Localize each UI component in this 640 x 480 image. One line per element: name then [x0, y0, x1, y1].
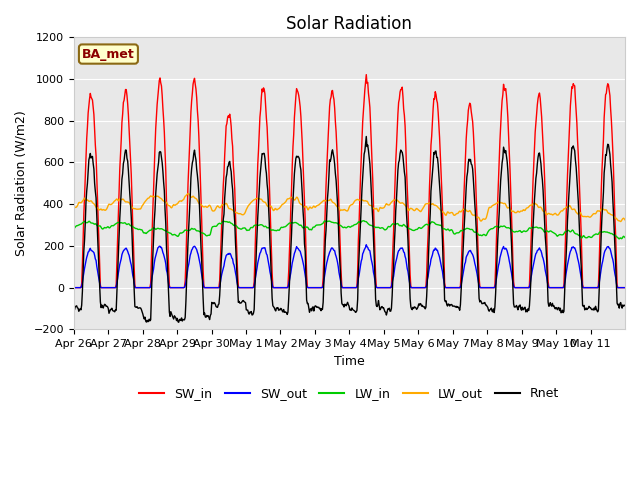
- LW_out: [285, 196, 292, 202]
- Y-axis label: Solar Radiation (W/m2): Solar Radiation (W/m2): [15, 110, 28, 256]
- LW_in: [407, 227, 415, 232]
- SW_in: [263, 124, 271, 130]
- LW_in: [263, 225, 271, 231]
- SW_in: [236, 285, 244, 290]
- SW_out: [263, 252, 271, 258]
- LW_in: [616, 236, 623, 242]
- LW_in: [236, 226, 244, 231]
- SW_out: [284, 285, 292, 290]
- LW_in: [134, 227, 142, 232]
- LW_out: [407, 205, 415, 211]
- SW_in: [362, 72, 370, 77]
- SW_in: [284, 283, 292, 289]
- Rnet: [362, 133, 370, 139]
- Title: Solar Radiation: Solar Radiation: [287, 15, 412, 33]
- Line: SW_in: SW_in: [74, 74, 625, 288]
- Line: Rnet: Rnet: [74, 136, 625, 322]
- SW_in: [70, 285, 77, 290]
- LW_in: [621, 235, 629, 240]
- SW_in: [134, 285, 142, 290]
- SW_out: [236, 285, 244, 290]
- LW_in: [360, 218, 367, 224]
- Rnet: [408, 306, 415, 312]
- SW_out: [70, 285, 77, 290]
- SW_out: [407, 285, 415, 290]
- LW_out: [134, 206, 142, 212]
- SW_out: [134, 285, 142, 290]
- SW_in: [407, 284, 415, 289]
- Line: SW_out: SW_out: [74, 245, 625, 288]
- Rnet: [621, 302, 629, 308]
- Rnet: [438, 238, 446, 243]
- Rnet: [285, 297, 292, 302]
- LW_out: [237, 211, 244, 216]
- SW_out: [621, 285, 629, 290]
- SW_in: [621, 285, 629, 290]
- LW_out: [617, 219, 625, 225]
- LW_out: [184, 191, 192, 196]
- Rnet: [70, 305, 77, 311]
- Text: BA_met: BA_met: [82, 48, 135, 60]
- Line: LW_in: LW_in: [74, 221, 625, 239]
- Legend: SW_in, SW_out, LW_in, LW_out, Rnet: SW_in, SW_out, LW_in, LW_out, Rnet: [134, 382, 564, 405]
- Line: LW_out: LW_out: [74, 193, 625, 222]
- LW_out: [264, 204, 271, 209]
- SW_out: [362, 242, 370, 248]
- LW_out: [621, 217, 629, 223]
- LW_in: [438, 224, 445, 229]
- Rnet: [134, 305, 142, 311]
- X-axis label: Time: Time: [334, 355, 365, 368]
- LW_out: [438, 208, 445, 214]
- LW_in: [70, 226, 77, 231]
- LW_out: [70, 205, 77, 211]
- Rnet: [175, 319, 182, 325]
- SW_in: [438, 186, 445, 192]
- Rnet: [264, 188, 271, 194]
- LW_in: [284, 221, 292, 227]
- SW_out: [438, 265, 445, 271]
- Rnet: [237, 300, 244, 306]
